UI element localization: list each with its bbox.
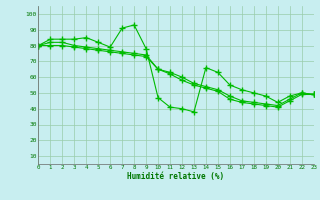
X-axis label: Humidité relative (%): Humidité relative (%) (127, 172, 225, 181)
